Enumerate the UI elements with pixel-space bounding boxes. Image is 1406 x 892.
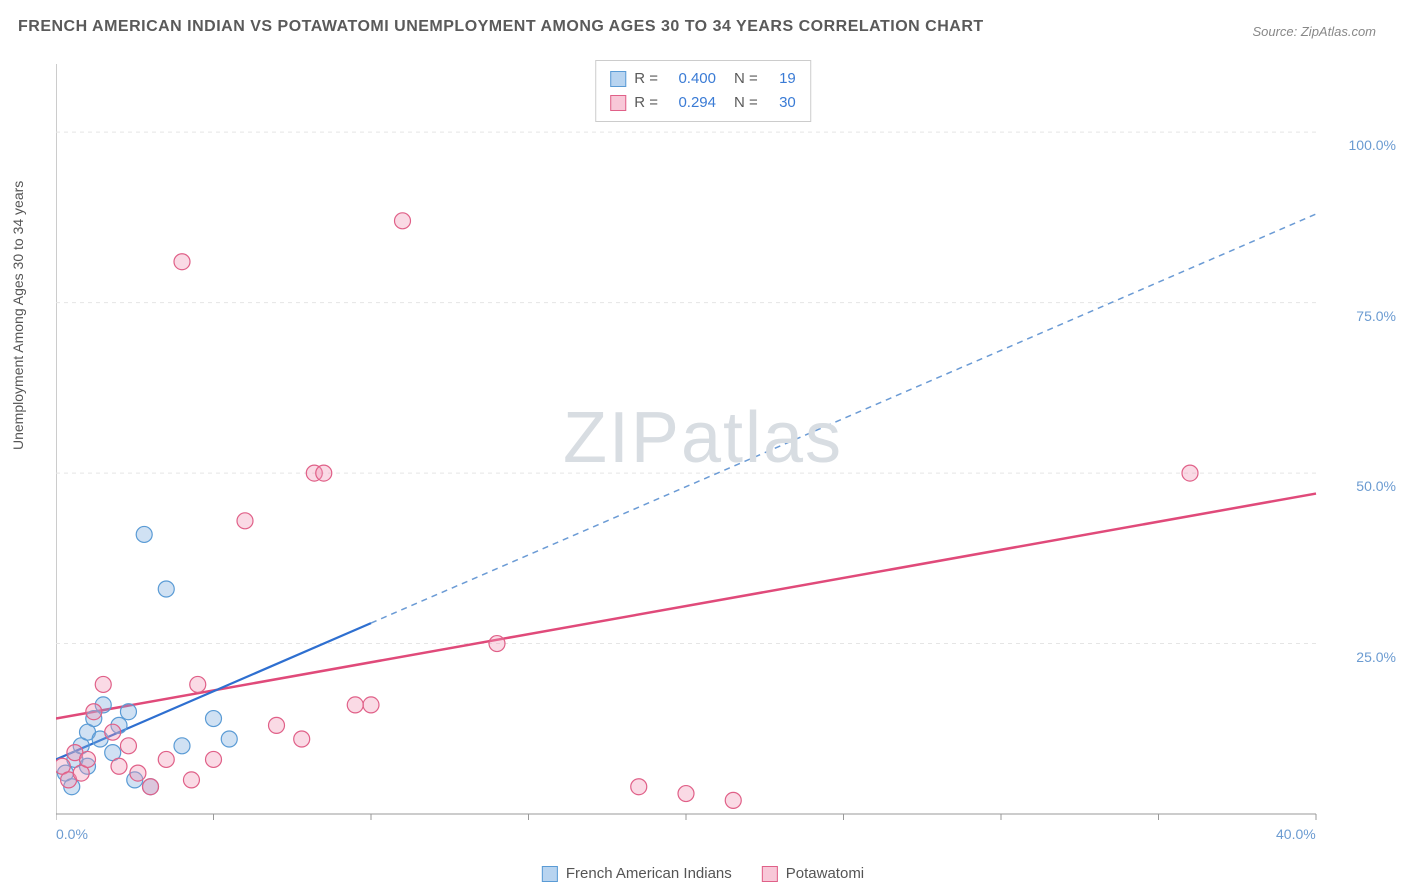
- legend-row: R = 0.400 N = 19: [610, 67, 796, 91]
- series-legend: French American Indians Potawatomi: [542, 865, 864, 882]
- legend-swatch: [542, 866, 558, 882]
- chart-area: [56, 56, 1376, 846]
- y-axis-label: Unemployment Among Ages 30 to 34 years: [10, 181, 26, 450]
- r-value: 0.400: [666, 67, 716, 91]
- legend-item: French American Indians: [542, 865, 732, 882]
- legend-swatch: [610, 95, 626, 111]
- legend-label: French American Indians: [566, 865, 732, 882]
- n-value: 19: [766, 67, 796, 91]
- legend-swatch: [762, 866, 778, 882]
- scatter-chart: [56, 56, 1376, 846]
- correlation-legend: R = 0.400 N = 19 R = 0.294 N = 30: [595, 60, 811, 122]
- r-label: R =: [634, 91, 658, 115]
- n-value: 30: [766, 91, 796, 115]
- source-attribution: Source: ZipAtlas.com: [1252, 24, 1376, 39]
- legend-label: Potawatomi: [786, 865, 864, 882]
- legend-swatch: [610, 71, 626, 87]
- y-tick-label: 75.0%: [1356, 308, 1396, 324]
- chart-title: FRENCH AMERICAN INDIAN VS POTAWATOMI UNE…: [18, 18, 984, 36]
- x-tick-label: 0.0%: [56, 826, 88, 842]
- legend-item: Potawatomi: [762, 865, 864, 882]
- y-tick-label: 25.0%: [1356, 649, 1396, 665]
- r-label: R =: [634, 67, 658, 91]
- y-tick-label: 50.0%: [1356, 478, 1396, 494]
- n-label: N =: [734, 67, 758, 91]
- n-label: N =: [734, 91, 758, 115]
- legend-row: R = 0.294 N = 30: [610, 91, 796, 115]
- y-tick-label: 100.0%: [1349, 137, 1396, 153]
- r-value: 0.294: [666, 91, 716, 115]
- x-tick-label: 40.0%: [1276, 826, 1316, 842]
